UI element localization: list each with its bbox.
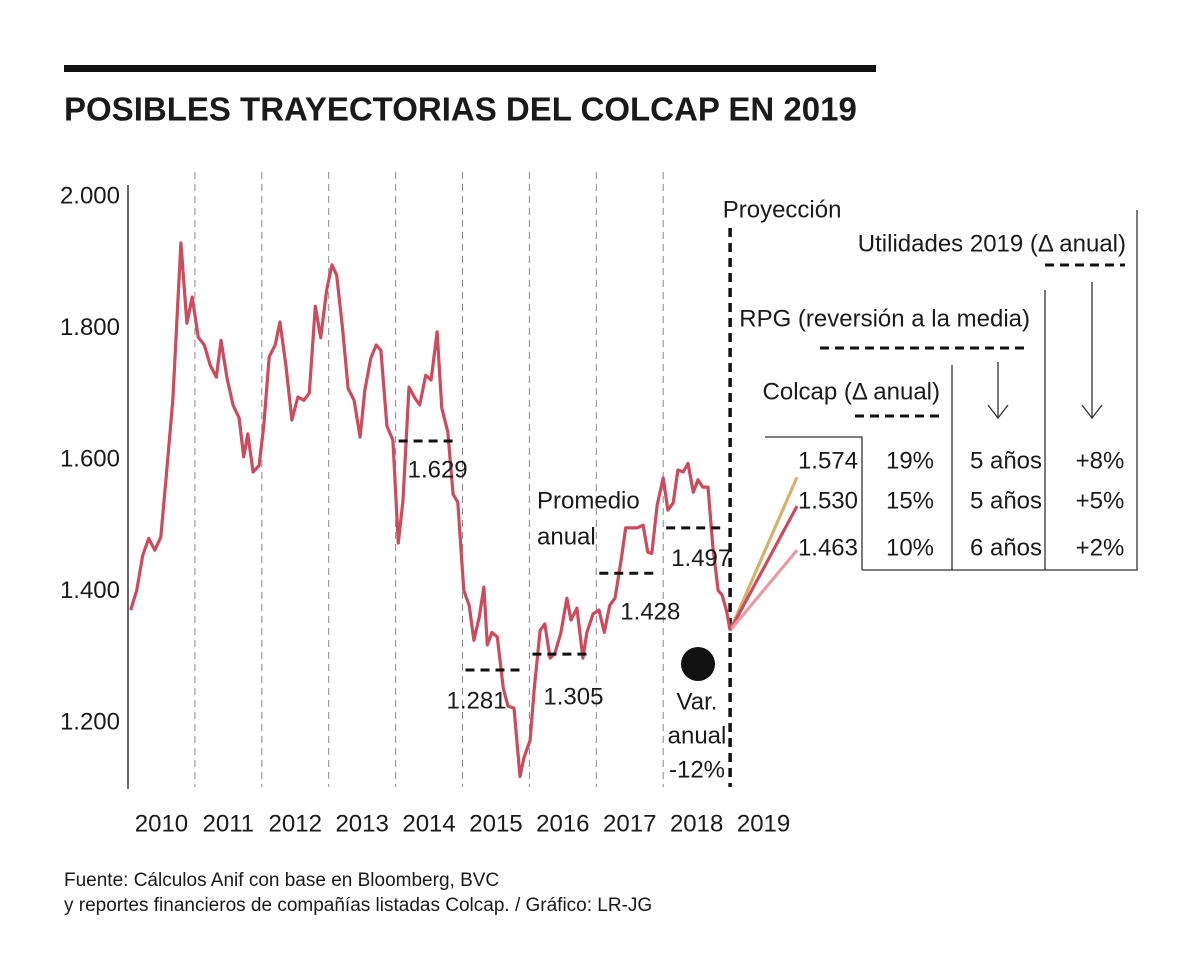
average-label: 1.281 (447, 687, 507, 714)
projection (728, 549, 799, 632)
cell: 6 años (970, 534, 1042, 561)
y-tick-label: 1.400 (60, 577, 120, 604)
annual-change: anual (668, 722, 727, 749)
header-underlines (820, 263, 1125, 418)
y-tick-label: 2.000 (60, 182, 120, 209)
x-tick-label: 2014 (402, 810, 455, 837)
x-tick-label: 2010 (135, 810, 188, 837)
y-tick-label: 1.200 (60, 709, 120, 736)
y-tick-label: 1.600 (60, 445, 120, 472)
x-tick-label: 2018 (670, 810, 723, 837)
cell: +8% (1076, 447, 1125, 474)
data-line (129, 241, 732, 779)
cell: 1.463 (798, 534, 858, 561)
projection-label: Proyección (723, 196, 842, 223)
annual-change: -12% (669, 756, 725, 783)
table-header: Colcap (Δ anual) (763, 378, 940, 405)
y-tick-label: 1.800 (60, 314, 120, 341)
table-header: Utilidades 2019 (Δ anual) (858, 230, 1126, 257)
cell: +2% (1076, 534, 1125, 561)
cell: 10% (886, 534, 934, 561)
cell: 15% (886, 487, 934, 514)
x-tick-label: 2013 (335, 810, 388, 837)
average-label: 1.629 (408, 456, 468, 483)
cell: +5% (1076, 487, 1125, 514)
x-tick-label: 2019 (737, 810, 790, 837)
x-tick-label: 2012 (269, 810, 322, 837)
cell: 19% (886, 447, 934, 474)
average-label: 1.497 (671, 545, 731, 572)
annual-change: Var. (677, 688, 718, 715)
average-title: anual (537, 523, 596, 550)
projection (728, 505, 799, 632)
average-title: Promedio (537, 487, 640, 514)
x-tick-label: 2015 (469, 810, 522, 837)
projection (728, 476, 799, 632)
average-label: 1.305 (543, 683, 603, 710)
average-label: 1.428 (620, 599, 680, 626)
top-bar (64, 65, 876, 72)
cell: 1.574 (798, 447, 858, 474)
table-frame (765, 210, 1138, 571)
source: y reportes financieros de compañías list… (64, 895, 652, 916)
table-header: RPG (reversión a la media) (739, 305, 1030, 332)
cell: 5 años (970, 487, 1042, 514)
x-tick-label: 2011 (203, 810, 255, 837)
cell: 1.530 (798, 487, 858, 514)
marker-dot (681, 647, 715, 681)
x-tick-label: 2017 (603, 810, 656, 837)
cell: 5 años (970, 447, 1042, 474)
chart-title: POSIBLES TRAYECTORIAS DEL COLCAP EN 2019 (64, 91, 857, 128)
x-tick-label: 2016 (536, 810, 589, 837)
source: Fuente: Cálculos Anif con base en Bloomb… (64, 870, 499, 891)
